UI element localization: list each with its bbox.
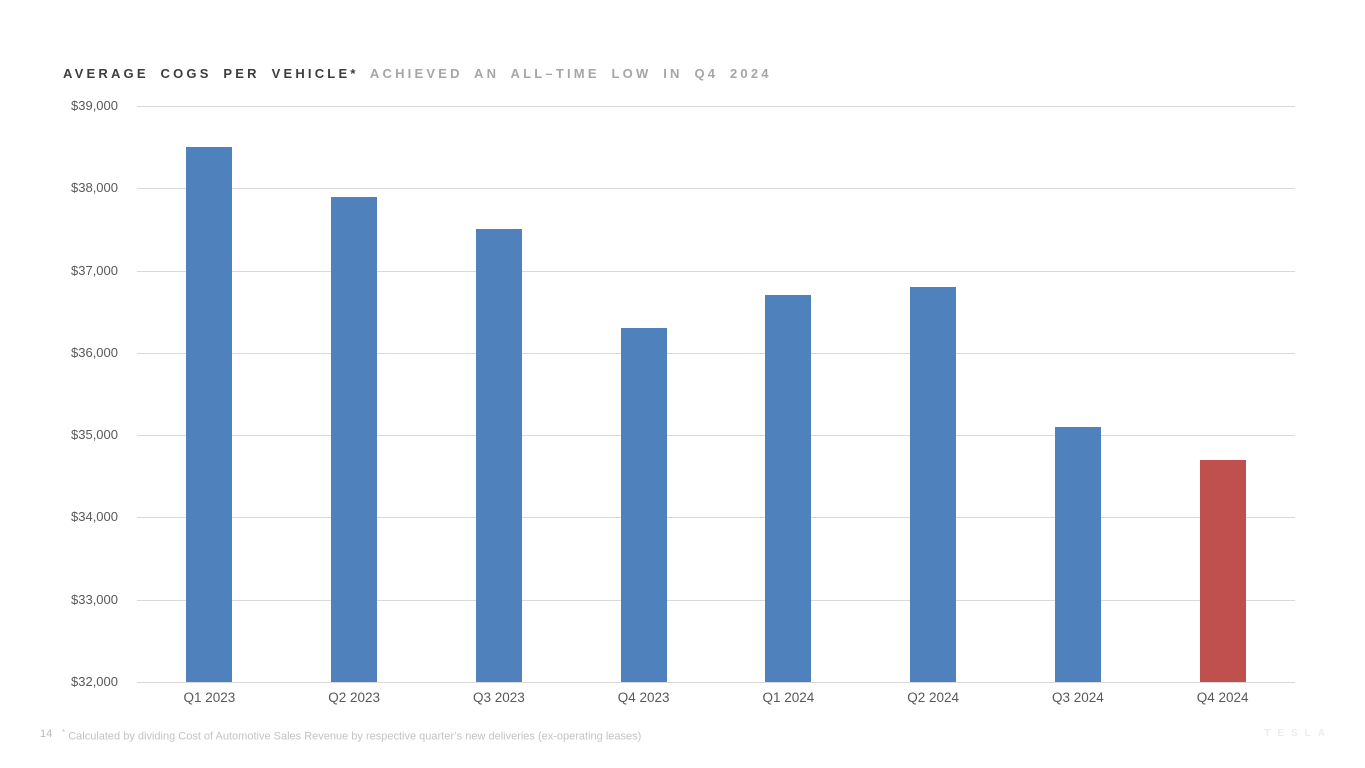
bar-q1-2023 bbox=[186, 147, 233, 682]
y-tick-label: $35,000 bbox=[71, 427, 118, 443]
bar-q2-2023 bbox=[331, 196, 378, 682]
y-tick-label: $32,000 bbox=[71, 674, 118, 689]
gridline-36000 bbox=[137, 352, 1295, 354]
bar-q3-2024 bbox=[1054, 426, 1101, 682]
bar-q2-2024 bbox=[910, 287, 957, 682]
x-tick-label: Q3 2023 bbox=[472, 690, 525, 705]
footnote-text: Calculated by dividing Cost of Automotiv… bbox=[68, 730, 642, 743]
x-tick-label: Q3 2024 bbox=[1051, 690, 1104, 705]
y-tick-label: $37,000 bbox=[71, 262, 118, 278]
gridline-37000 bbox=[137, 270, 1295, 272]
x-tick-label: Q2 2024 bbox=[907, 690, 960, 705]
gridline-35000 bbox=[137, 435, 1295, 437]
gridline-34000 bbox=[137, 517, 1295, 519]
footnote: * Calculated by dividing Cost of Automot… bbox=[62, 728, 641, 743]
chart-title-secondary: ACHIEVED AN ALL–TIME LOW IN Q4 2024 bbox=[369, 66, 772, 81]
footnote-marker: * bbox=[62, 728, 66, 737]
x-axis-labels: Q1 2023 Q2 2023 Q3 2023 Q4 2023 Q1 2024 Q2 20… bbox=[137, 690, 1295, 710]
bar-q1-2024 bbox=[765, 295, 812, 682]
gridline-38000 bbox=[137, 188, 1295, 190]
gridline-32000 bbox=[137, 682, 1295, 683]
chart-title: AVERAGE COGS PER VEHICLE* ACHIEVED AN AL… bbox=[63, 66, 772, 81]
x-tick-label: Q2 2023 bbox=[328, 690, 381, 705]
tesla-logo: TESLA bbox=[1264, 728, 1332, 739]
bar-q3-2023 bbox=[475, 229, 522, 682]
y-axis-labels: $32,000 $33,000 $34,000 $35,000 $36,000 $37,0… bbox=[33, 98, 118, 689]
bar-q4-2023 bbox=[620, 328, 667, 682]
gridline-33000 bbox=[137, 599, 1295, 601]
bar-q4-2024 bbox=[1199, 459, 1246, 682]
y-tick-label: $39,000 bbox=[71, 98, 118, 113]
gridline-39000 bbox=[137, 106, 1295, 107]
y-tick-label: $34,000 bbox=[71, 509, 118, 525]
chart-title-primary: AVERAGE COGS PER VEHICLE* bbox=[63, 66, 359, 81]
x-tick-label: Q4 2024 bbox=[1196, 690, 1249, 705]
x-tick-label: Q1 2024 bbox=[762, 690, 815, 705]
y-tick-label: $38,000 bbox=[71, 180, 118, 196]
x-tick-label: Q1 2023 bbox=[183, 690, 236, 705]
y-tick-label: $33,000 bbox=[71, 591, 118, 607]
y-tick-label: $36,000 bbox=[71, 344, 118, 360]
bar-chart-plot-area bbox=[137, 106, 1295, 683]
x-tick-label: Q4 2023 bbox=[617, 690, 670, 705]
page-number: 14 bbox=[40, 728, 53, 740]
